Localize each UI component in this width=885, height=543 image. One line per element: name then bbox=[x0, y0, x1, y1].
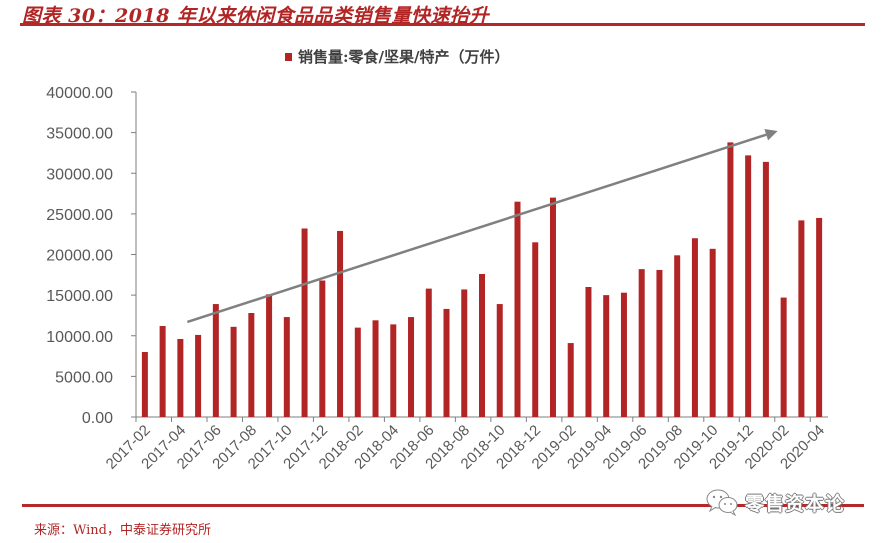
bar bbox=[745, 155, 752, 417]
bar bbox=[532, 242, 539, 417]
bar bbox=[354, 327, 361, 417]
title-divider bbox=[20, 23, 865, 26]
y-tick-label: 35000.00 bbox=[46, 126, 113, 143]
bar bbox=[656, 269, 663, 417]
chart-title: 图表 30：2018 年以来休闲食品品类销售量快速抬升 bbox=[22, 5, 490, 27]
trend-arrow bbox=[186, 128, 778, 324]
y-tick-label: 5000.00 bbox=[55, 369, 113, 386]
y-tick-label: 40000.00 bbox=[46, 85, 113, 102]
watermark-text: 零售资本论 bbox=[745, 492, 846, 515]
bar bbox=[691, 238, 698, 417]
bar bbox=[195, 334, 202, 417]
x-axis: 2017-022017-042017-062017-082017-102017-… bbox=[103, 416, 828, 473]
bar bbox=[212, 304, 219, 417]
bar bbox=[159, 326, 166, 417]
bar bbox=[798, 220, 805, 417]
bar bbox=[443, 308, 450, 417]
watermark: 零售资本论 bbox=[705, 488, 845, 516]
bar bbox=[425, 288, 432, 417]
bar bbox=[319, 280, 326, 417]
bar-series bbox=[141, 142, 823, 417]
source-note: 来源：Wind，中泰证券研究所 bbox=[34, 523, 211, 538]
bar bbox=[337, 230, 344, 417]
bar bbox=[372, 320, 379, 417]
legend-swatch bbox=[285, 52, 292, 61]
bar bbox=[816, 217, 823, 417]
bar bbox=[177, 339, 184, 417]
bar bbox=[266, 294, 273, 417]
bar bbox=[141, 352, 148, 417]
bar bbox=[727, 142, 734, 417]
bar bbox=[230, 326, 237, 417]
bar bbox=[674, 255, 681, 417]
y-tick-label: 0.00 bbox=[82, 410, 113, 427]
bar bbox=[585, 287, 592, 417]
bar bbox=[461, 289, 468, 417]
legend-label: 销售量:零食/坚果/特产（万件） bbox=[298, 48, 510, 66]
bar bbox=[780, 297, 787, 417]
wechat-icon bbox=[706, 489, 738, 516]
y-tick-label: 20000.00 bbox=[46, 248, 113, 265]
bar bbox=[514, 201, 521, 417]
footer-divider bbox=[22, 504, 864, 507]
bar bbox=[479, 274, 485, 417]
bar bbox=[567, 343, 574, 417]
bar bbox=[762, 161, 769, 417]
bar bbox=[709, 248, 716, 417]
y-tick-label: 15000.00 bbox=[46, 288, 113, 305]
bar bbox=[638, 269, 645, 417]
bar bbox=[620, 292, 627, 417]
bar bbox=[603, 295, 610, 417]
bar bbox=[496, 304, 503, 417]
bar bbox=[248, 313, 255, 417]
bar bbox=[283, 317, 290, 417]
legend: 销售量:零食/坚果/特产（万件） bbox=[285, 46, 510, 67]
y-tick-label: 30000.00 bbox=[46, 166, 113, 183]
y-axis: 0.00 5000.00 10000.00 15000.00 20000.00 25000… bbox=[46, 85, 137, 427]
bar bbox=[301, 228, 308, 417]
y-tick-label: 10000.00 bbox=[46, 329, 113, 346]
y-tick-label: 25000.00 bbox=[46, 207, 113, 224]
bar bbox=[549, 197, 556, 417]
bar bbox=[408, 317, 415, 417]
arrowhead-icon bbox=[764, 128, 778, 141]
bar bbox=[390, 324, 397, 417]
